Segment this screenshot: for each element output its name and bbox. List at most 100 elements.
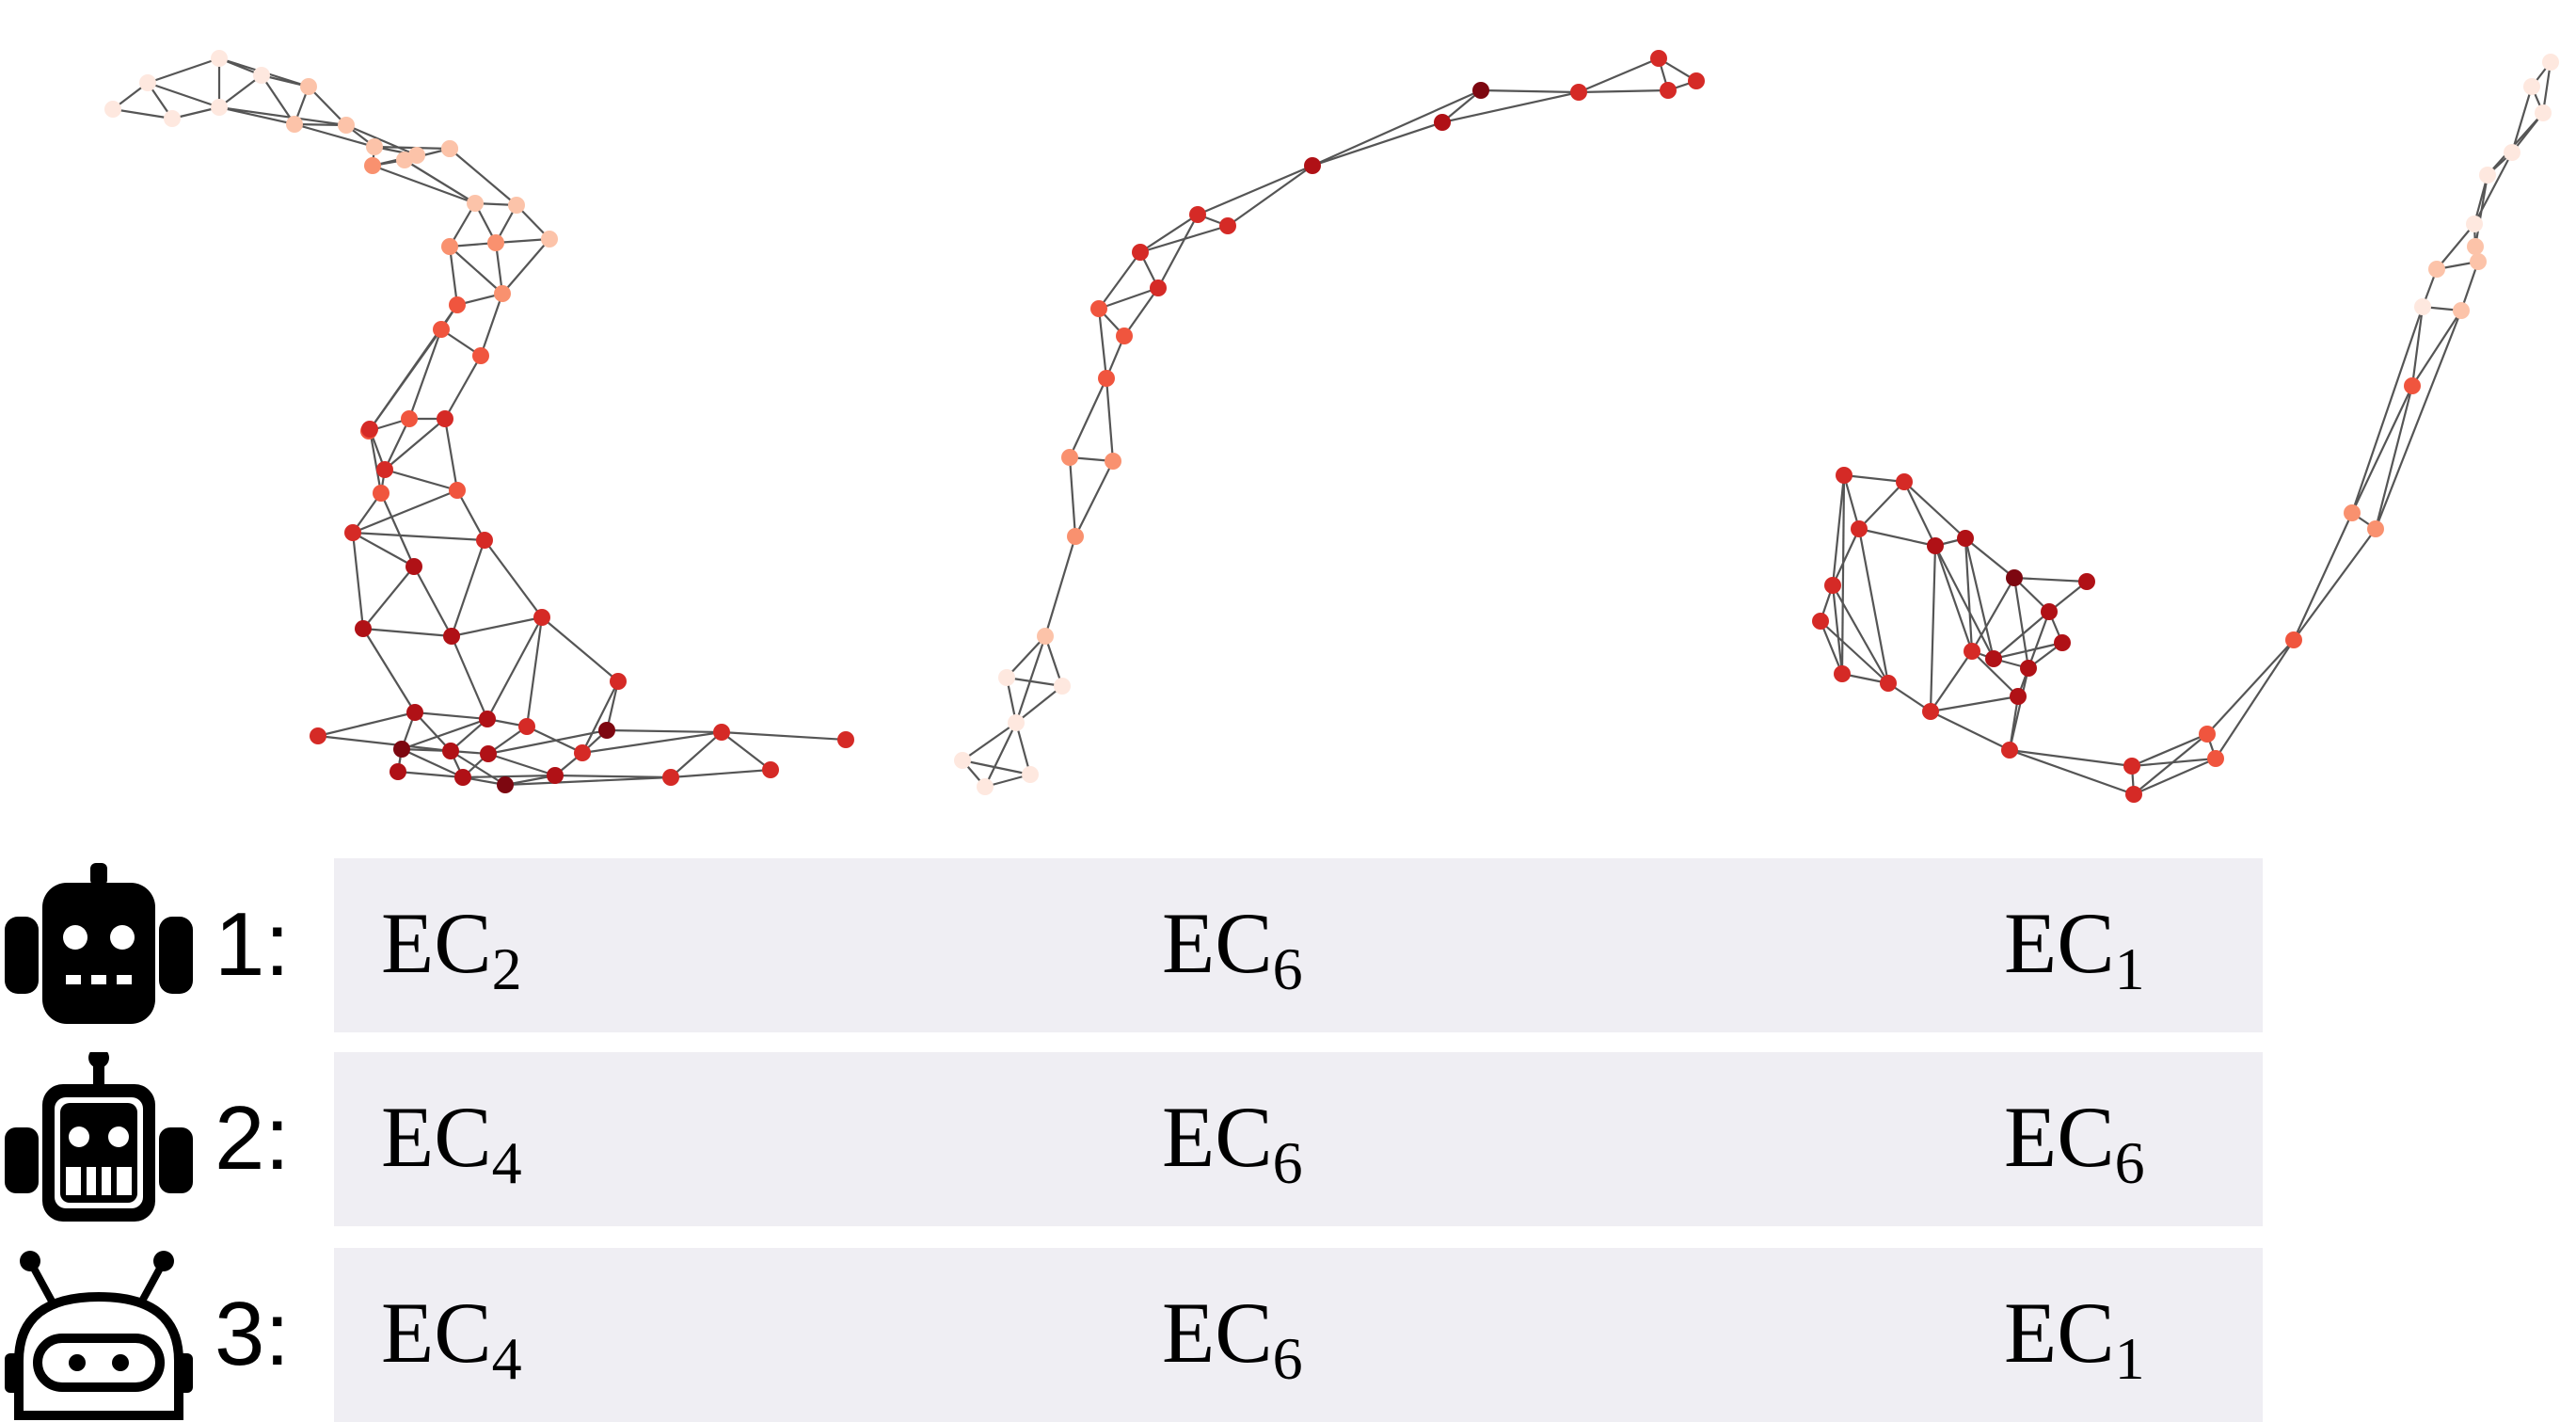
graph-edge bbox=[1930, 695, 2019, 713]
graph-node bbox=[2428, 261, 2445, 278]
graph-edge bbox=[1831, 584, 1844, 675]
graph-node bbox=[364, 157, 381, 174]
graph-edge bbox=[487, 752, 556, 777]
graph-edge bbox=[368, 428, 383, 494]
graph-node bbox=[977, 778, 994, 795]
graph-node bbox=[533, 609, 550, 626]
graph-node bbox=[396, 152, 413, 168]
graph-edge bbox=[379, 492, 416, 567]
row-label: 1: bbox=[215, 894, 291, 995]
graph-node bbox=[1090, 300, 1107, 317]
graph-node bbox=[443, 628, 460, 645]
graph-node bbox=[1132, 244, 1149, 261]
graph-edge bbox=[384, 418, 446, 471]
graph-edge bbox=[449, 148, 517, 206]
ec-cell-2: EC6 bbox=[1162, 1285, 1303, 1392]
graph-edge bbox=[962, 722, 1017, 761]
graph-edge bbox=[721, 731, 771, 771]
graph-edge bbox=[1993, 641, 2063, 661]
graph-edge bbox=[294, 122, 347, 127]
graph-edge bbox=[526, 726, 583, 754]
graph-edge bbox=[1197, 164, 1313, 216]
graph-node bbox=[2542, 54, 2559, 71]
graph-edge bbox=[450, 750, 506, 786]
graph-edge bbox=[2436, 223, 2475, 270]
graph-node bbox=[1957, 530, 1974, 547]
graph-edge bbox=[984, 722, 1017, 788]
graph-edge bbox=[2374, 385, 2414, 530]
graph-edge bbox=[541, 616, 619, 682]
graph-edge bbox=[2206, 639, 2295, 735]
graph-edge bbox=[479, 293, 504, 357]
ec-cell-3: EC1 bbox=[2004, 895, 2145, 1002]
graph-edge bbox=[1840, 474, 1846, 675]
graph-node bbox=[1964, 643, 1980, 660]
graph-edge bbox=[1858, 481, 1905, 530]
graph-edge bbox=[501, 238, 550, 295]
graph-edge bbox=[1043, 635, 1064, 687]
graph-edge bbox=[456, 489, 485, 541]
graph-edge bbox=[670, 731, 723, 778]
graph-edge bbox=[218, 105, 347, 127]
graph-edge bbox=[449, 246, 503, 295]
graph-edge bbox=[147, 56, 220, 85]
graph-edge bbox=[362, 628, 416, 713]
graph-edge bbox=[2510, 86, 2534, 153]
graph-edge bbox=[2027, 611, 2051, 669]
graph-edge bbox=[404, 159, 476, 204]
graph-node bbox=[1105, 453, 1121, 470]
graph-node bbox=[2467, 238, 2484, 255]
graph-edge bbox=[554, 774, 672, 779]
graph-edge bbox=[1480, 88, 1580, 94]
graph-node bbox=[1008, 714, 1025, 731]
ec-cell-2: EC6 bbox=[1162, 1089, 1303, 1196]
graph-edge bbox=[2131, 732, 2208, 768]
graph-node bbox=[211, 99, 228, 116]
graph-node bbox=[449, 482, 466, 499]
graph-edge bbox=[451, 615, 543, 638]
graph-edge bbox=[606, 728, 723, 734]
graph-node bbox=[1219, 217, 1236, 234]
graph-node bbox=[1812, 613, 1829, 630]
graph-node bbox=[2285, 631, 2302, 648]
graph-node bbox=[497, 776, 514, 793]
robot-3-icon bbox=[5, 1251, 193, 1420]
graph-edge bbox=[721, 730, 847, 742]
graph-edge bbox=[1857, 528, 1890, 684]
ec-cell-1: EC4 bbox=[381, 1089, 522, 1196]
graph-edge bbox=[2215, 639, 2295, 759]
graph-edge bbox=[494, 242, 504, 295]
graph-edge bbox=[1139, 214, 1199, 253]
graph-edge bbox=[147, 81, 220, 109]
graph-edge bbox=[1097, 308, 1108, 379]
graph-edge bbox=[1441, 90, 1580, 124]
graph-edge bbox=[2009, 748, 2133, 768]
graph-node bbox=[2404, 377, 2421, 394]
graph-edge bbox=[2374, 310, 2463, 530]
graph-node bbox=[1851, 520, 1868, 537]
graph-node bbox=[837, 731, 854, 748]
graph-edge bbox=[1227, 165, 1313, 227]
graph-node bbox=[406, 704, 423, 721]
graph-edge bbox=[1858, 527, 1936, 548]
graph-edge bbox=[1971, 650, 2019, 697]
graph-edge bbox=[2008, 667, 2030, 751]
graph-edge bbox=[1098, 251, 1141, 310]
graph-edge bbox=[1043, 535, 1077, 637]
ec-cell-3: EC6 bbox=[2004, 1089, 2145, 1196]
graph-node bbox=[1054, 678, 1071, 695]
graph-node bbox=[1061, 449, 1078, 466]
graph-node bbox=[472, 347, 489, 364]
graph-node bbox=[2523, 78, 2540, 95]
graph-edge bbox=[2411, 310, 2462, 387]
graph-node bbox=[361, 421, 378, 438]
graph-node bbox=[2001, 742, 2018, 759]
graph-edge bbox=[1819, 620, 1844, 675]
graph-edge bbox=[112, 107, 173, 120]
robot-2-icon bbox=[5, 1052, 193, 1222]
graph-edge bbox=[1069, 377, 1107, 458]
graph-edge bbox=[1831, 474, 1846, 586]
graph-edge bbox=[2133, 733, 2208, 795]
graph-node bbox=[1037, 628, 1054, 645]
graph-node bbox=[610, 673, 627, 690]
